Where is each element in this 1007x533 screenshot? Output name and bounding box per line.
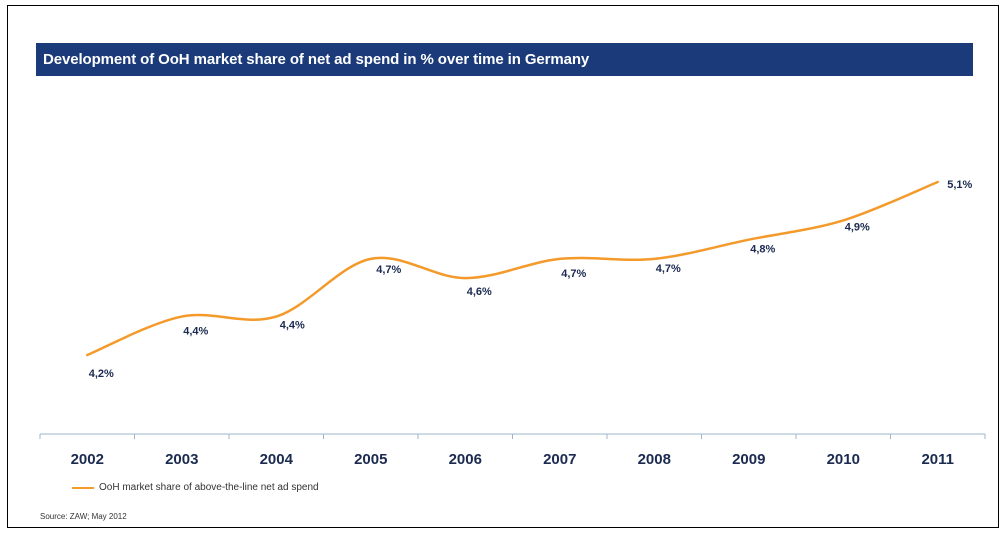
data-label: 4,7%	[376, 264, 401, 276]
source-note: Source: ZAW; May 2012	[40, 512, 127, 521]
chart-title: Development of OoH market share of net a…	[36, 43, 973, 76]
x-tick-label: 2009	[732, 451, 765, 468]
data-label: 4,7%	[656, 263, 681, 275]
data-label: 5,1%	[947, 179, 972, 191]
x-tick-label: 2011	[921, 451, 954, 468]
x-tick-label: 2003	[165, 451, 198, 468]
data-label: 4,7%	[561, 268, 586, 280]
data-label: 4,4%	[183, 326, 208, 338]
legend: OoH market share of above-the-line net a…	[72, 482, 319, 493]
x-tick-label: 2005	[354, 451, 387, 468]
chart-frame	[7, 5, 999, 528]
x-tick-label: 2008	[638, 451, 671, 468]
series-line	[86, 180, 939, 357]
x-axis	[39, 433, 986, 439]
data-labels: 4,2% 4,4% 4,4% 4,7% 4,6% 4,7% 4,7% 4,8% 4,9% 5,1%	[89, 179, 973, 380]
x-tick-label: 2002	[71, 451, 104, 468]
x-tick-label: 2004	[260, 451, 294, 468]
data-label: 4,4%	[280, 320, 305, 332]
x-tick-label: 2006	[449, 451, 482, 468]
data-label: 4,2%	[89, 368, 114, 380]
data-label: 4,9%	[845, 221, 870, 233]
legend-label: OoH market share of above-the-line net a…	[99, 482, 319, 493]
data-label: 4,6%	[467, 286, 492, 298]
data-label: 4,8%	[750, 244, 775, 256]
x-tick-label: 2010	[827, 451, 860, 468]
legend-swatch	[72, 486, 94, 489]
x-tick-label: 2007	[543, 451, 576, 468]
x-tick-labels: 2002 2003 2004 2005 2006 2007 2008 2009 2010 2011	[71, 451, 954, 468]
